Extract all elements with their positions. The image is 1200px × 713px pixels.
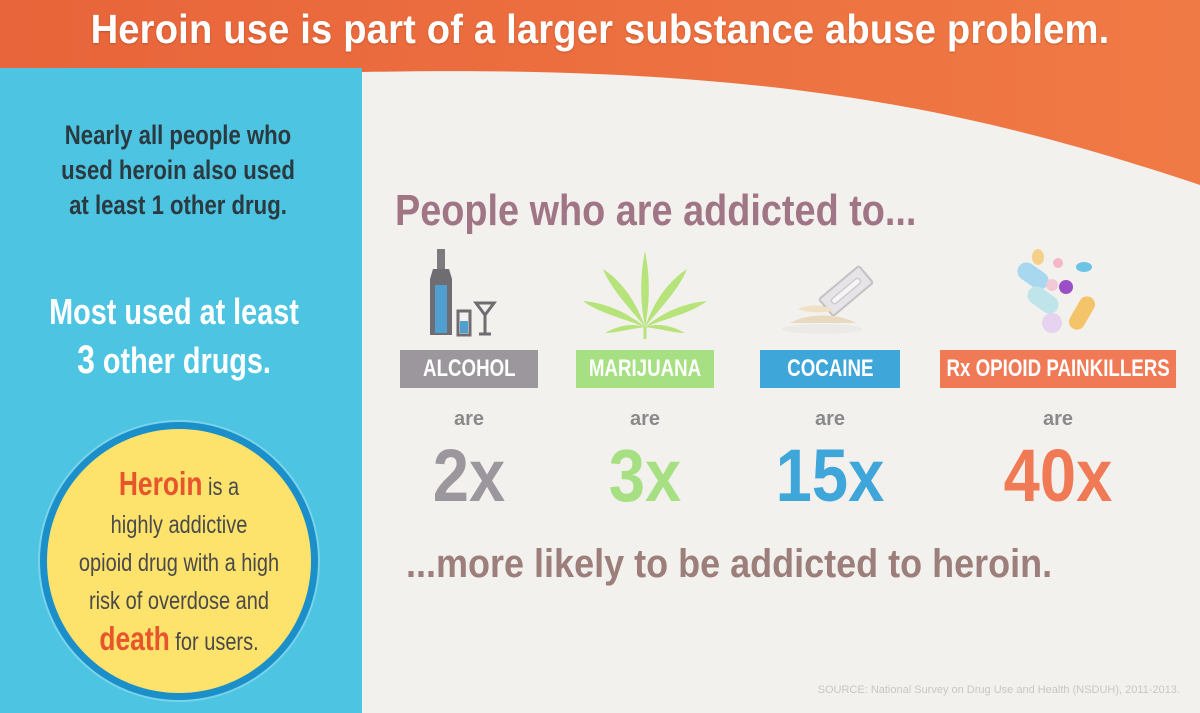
are-text: are (629, 408, 661, 430)
multiplier-alcohol: 2x (432, 434, 506, 517)
callout-line: opioid drug with a high (78, 549, 280, 577)
heroin-callout-circle: Heroin is a highly addictive opioid drug… (40, 422, 318, 700)
are-text: are (453, 408, 485, 430)
callout-line: Heroin is a (73, 465, 284, 506)
drug-column-cocaine: COCAINE are 15x (760, 245, 900, 525)
drug-label-alcohol: ALCOHOL (400, 350, 538, 388)
callout-line: highly addictive (110, 511, 248, 539)
multiplier-cocaine: 15x (775, 434, 885, 517)
source-citation: SOURCE: National Survey on Drug Use and … (817, 684, 1180, 696)
callout-line: death for users. (73, 620, 284, 661)
drug-label-text: COCAINE (786, 355, 874, 382)
callout-fragment: for users. (169, 628, 259, 656)
cannabis-leaf-icon (583, 251, 707, 339)
sidebar-statement-1: Nearly all people who used heroin also u… (50, 118, 306, 223)
razor-blade-powder-icon (782, 265, 874, 334)
multiplier-marijuana: 3x (608, 434, 682, 517)
callout-line: risk of overdose and (88, 587, 270, 615)
are-text: are (814, 408, 846, 430)
drug-label-text: MARIJUANA (588, 355, 702, 382)
drug-column-marijuana: MARIJUANA are 3x (576, 245, 714, 525)
page-title: Heroin use is part of a larger substance… (90, 6, 1110, 52)
heroin-keyword: Heroin (118, 465, 203, 502)
bottle-and-glasses-icon (430, 249, 497, 337)
are-text: are (1042, 408, 1074, 430)
drug-column-rx-opioid-painkillers: Rx OPIOID PAINKILLERS are 40x (940, 245, 1176, 525)
drug-column-alcohol: ALCOHOL are 2x (400, 245, 538, 525)
statement-line: used heroin also used (61, 155, 295, 185)
callout-text: Heroin is a highly addictive opioid drug… (73, 465, 284, 661)
section-title: People who are addicted to... (395, 186, 917, 235)
multiplier-rx-opioid-painkillers: 40x (1003, 434, 1113, 517)
statement-rest: other drugs. (94, 340, 271, 381)
statement-line: Most used at least (49, 291, 299, 332)
drug-label-marijuana: MARIJUANA (576, 350, 714, 388)
statement-line: at least 1 other drug. (69, 190, 287, 220)
drug-count: 3 (77, 338, 95, 382)
callout-fragment: is a (202, 473, 240, 501)
drug-label-rx-opioid-painkillers: Rx OPIOID PAINKILLERS (940, 350, 1176, 388)
statement-line: 3 other drugs. (46, 336, 302, 385)
statement-line: Nearly all people who (64, 120, 292, 150)
pills-icon (1017, 249, 1095, 333)
sidebar-statement-2: Most used at least 3 other drugs. (46, 288, 302, 385)
drug-label-cocaine: COCAINE (760, 350, 900, 388)
drug-label-text: ALCOHOL (422, 355, 516, 382)
conclusion-text: ...more likely to be addicted to heroin. (406, 542, 1053, 586)
drug-label-text: Rx OPIOID PAINKILLERS (946, 355, 1170, 382)
death-keyword: death (99, 620, 170, 657)
